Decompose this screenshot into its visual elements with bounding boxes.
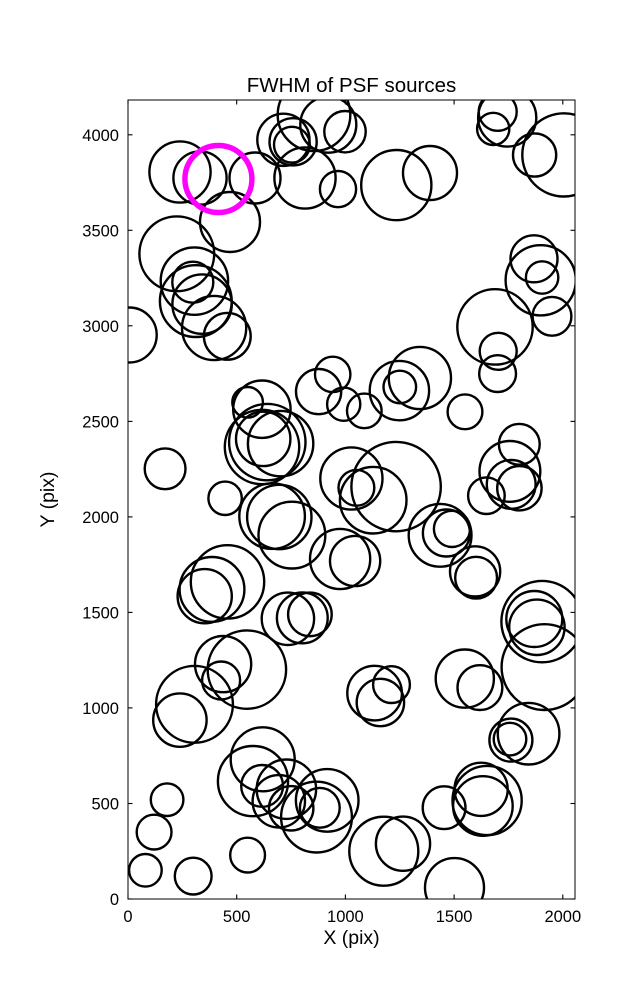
svg-text:1500: 1500: [436, 908, 473, 926]
svg-text:1000: 1000: [82, 700, 119, 718]
svg-text:0: 0: [123, 908, 132, 926]
svg-text:0: 0: [110, 891, 119, 909]
svg-text:3500: 3500: [82, 222, 119, 240]
svg-text:2000: 2000: [544, 908, 581, 926]
svg-text:500: 500: [91, 796, 119, 814]
svg-text:2500: 2500: [82, 413, 119, 431]
svg-text:1500: 1500: [82, 604, 119, 622]
svg-text:3000: 3000: [82, 318, 119, 336]
svg-text:X (pix): X (pix): [323, 927, 379, 949]
svg-text:4000: 4000: [82, 127, 119, 145]
svg-text:2000: 2000: [82, 509, 119, 527]
svg-text:1000: 1000: [327, 908, 364, 926]
svg-text:FWHM of PSF sources: FWHM of PSF sources: [247, 74, 457, 97]
svg-text:500: 500: [223, 908, 251, 926]
svg-text:Y (pix): Y (pix): [37, 472, 59, 528]
